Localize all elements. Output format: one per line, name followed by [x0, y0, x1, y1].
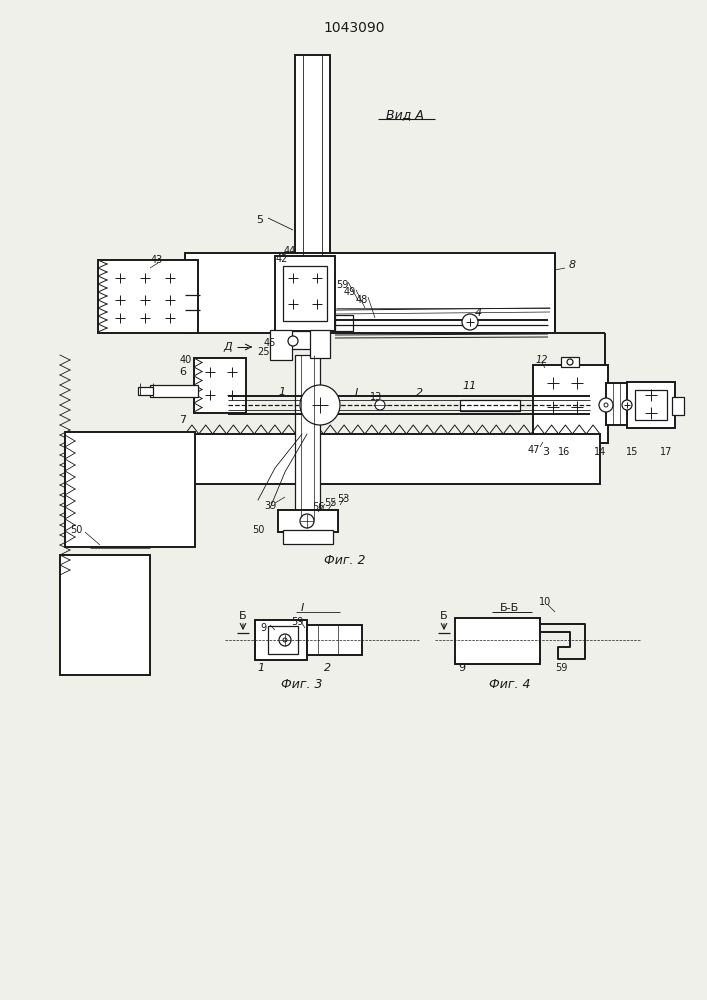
Bar — [268, 626, 298, 654]
Text: 16: 16 — [558, 447, 570, 457]
Text: 6: 6 — [180, 367, 187, 377]
Text: 56: 56 — [312, 502, 325, 512]
Text: 39: 39 — [264, 501, 276, 511]
Text: 11: 11 — [463, 381, 477, 391]
Text: 55: 55 — [324, 498, 337, 508]
Text: I: I — [300, 603, 303, 613]
Bar — [98, 260, 198, 333]
Circle shape — [283, 638, 287, 642]
Text: 45: 45 — [264, 338, 276, 348]
Text: 1043090: 1043090 — [323, 21, 385, 35]
Bar — [335, 315, 353, 331]
Text: 25: 25 — [258, 347, 270, 357]
Text: 47: 47 — [528, 445, 540, 455]
Circle shape — [375, 400, 385, 410]
Text: 13: 13 — [370, 392, 382, 402]
Bar — [185, 253, 555, 333]
Bar — [60, 555, 150, 675]
Text: Фиг. 4: Фиг. 4 — [489, 678, 531, 692]
Circle shape — [279, 634, 291, 646]
Bar — [672, 397, 684, 415]
Text: 8: 8 — [568, 260, 575, 270]
Bar — [285, 331, 325, 349]
Text: 1: 1 — [279, 387, 286, 397]
Bar — [627, 382, 675, 428]
Text: 42: 42 — [276, 254, 288, 264]
Bar — [65, 432, 195, 547]
Bar — [138, 387, 153, 395]
Text: 14: 14 — [594, 447, 606, 457]
Text: 12: 12 — [536, 355, 548, 365]
Text: 7: 7 — [180, 415, 187, 425]
Text: Фиг. 3: Фиг. 3 — [281, 678, 323, 692]
Text: 50: 50 — [70, 525, 83, 535]
Bar — [150, 385, 198, 397]
Bar — [194, 358, 246, 413]
Text: 59: 59 — [336, 280, 348, 290]
Bar — [533, 365, 608, 443]
Circle shape — [300, 385, 340, 425]
Bar — [635, 390, 667, 420]
Text: 53: 53 — [337, 494, 349, 504]
Text: 4: 4 — [474, 308, 481, 318]
Text: 5: 5 — [257, 215, 264, 225]
Text: Вид А: Вид А — [386, 108, 424, 121]
Bar — [295, 355, 320, 520]
Bar — [283, 530, 333, 544]
Text: Д: Д — [223, 342, 233, 352]
Text: Б-Б: Б-Б — [501, 603, 520, 613]
Text: 48: 48 — [356, 295, 368, 305]
Text: 10: 10 — [539, 597, 551, 607]
Bar — [460, 400, 520, 411]
Text: 9: 9 — [260, 623, 266, 633]
Circle shape — [567, 359, 573, 365]
Bar — [295, 55, 330, 255]
Text: 1: 1 — [257, 663, 264, 673]
Text: 17: 17 — [660, 447, 672, 457]
Text: 44: 44 — [284, 246, 296, 256]
Text: I: I — [354, 388, 358, 398]
Text: 2: 2 — [325, 663, 332, 673]
Bar — [255, 620, 307, 660]
Circle shape — [604, 403, 608, 407]
Bar — [561, 357, 579, 367]
Bar — [270, 330, 292, 360]
Circle shape — [622, 400, 632, 410]
Circle shape — [462, 314, 478, 330]
Text: Б: Б — [440, 611, 448, 621]
Circle shape — [599, 398, 613, 412]
Bar — [278, 510, 338, 532]
Text: 43: 43 — [151, 255, 163, 265]
Text: 50: 50 — [252, 525, 264, 535]
Text: 9: 9 — [458, 663, 466, 673]
Bar — [606, 383, 628, 425]
Bar — [310, 330, 330, 358]
Text: 2: 2 — [416, 388, 423, 398]
Text: 40: 40 — [180, 355, 192, 365]
Bar — [185, 434, 600, 484]
Circle shape — [288, 336, 298, 346]
Text: 59: 59 — [555, 663, 567, 673]
Bar — [283, 266, 327, 321]
Text: 49: 49 — [344, 287, 356, 297]
Circle shape — [300, 514, 314, 528]
Bar — [307, 625, 362, 655]
Text: Фиг. 2: Фиг. 2 — [325, 554, 366, 566]
Polygon shape — [455, 618, 540, 664]
Bar — [275, 256, 335, 331]
Text: 59: 59 — [291, 617, 303, 627]
Text: 3: 3 — [542, 447, 549, 457]
Text: Б: Б — [239, 611, 247, 621]
Text: 15: 15 — [626, 447, 638, 457]
